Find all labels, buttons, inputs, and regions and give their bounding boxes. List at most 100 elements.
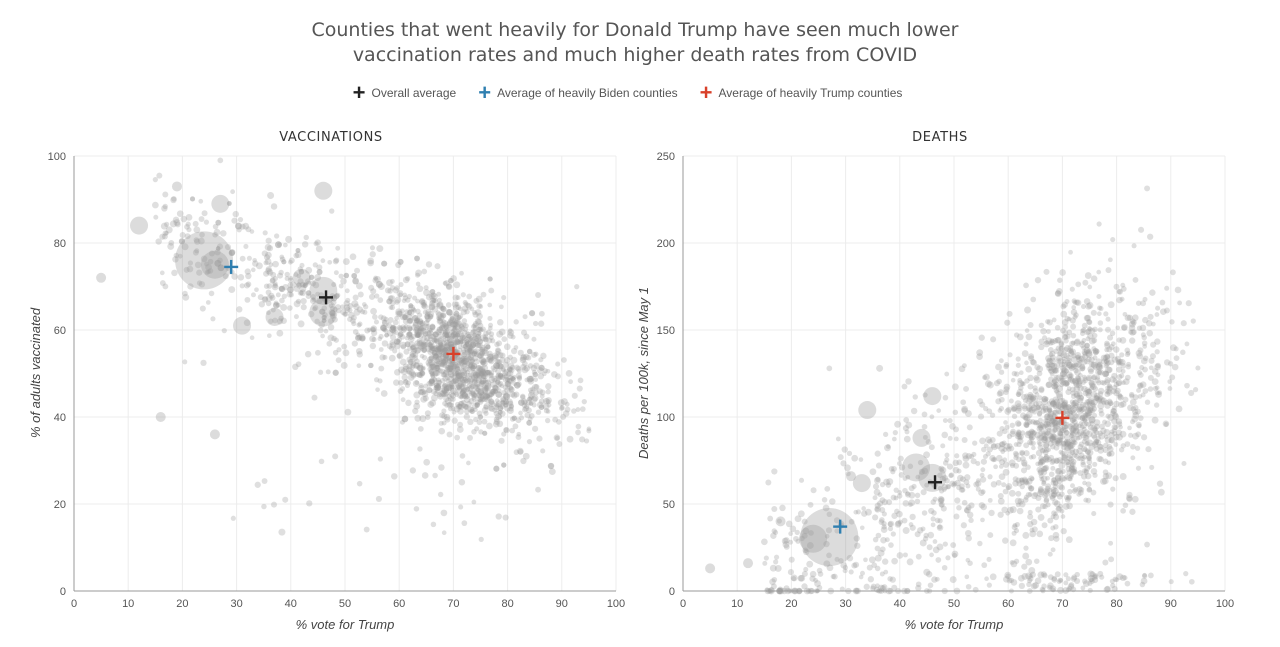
county-point — [235, 222, 242, 230]
county-point — [275, 302, 281, 308]
county-point — [478, 304, 484, 309]
county-point — [482, 349, 489, 357]
county-point — [540, 448, 546, 454]
county-point — [1163, 421, 1169, 427]
county-point — [883, 431, 889, 438]
county-point — [543, 408, 550, 414]
county-point — [456, 335, 464, 343]
county-point — [1042, 503, 1048, 510]
county-point — [261, 503, 267, 510]
county-point — [433, 357, 441, 364]
county-point — [389, 278, 395, 284]
county-point — [1090, 467, 1098, 475]
county-point — [418, 339, 425, 346]
county-point — [489, 399, 495, 406]
county-point — [480, 368, 486, 375]
county-point — [382, 319, 389, 327]
county-point — [375, 387, 380, 392]
county-point — [429, 324, 436, 331]
county-point — [450, 360, 456, 365]
county-point — [462, 357, 470, 365]
county-point — [236, 227, 242, 233]
county-point — [936, 408, 942, 413]
county-point — [1016, 507, 1024, 515]
county-point — [429, 323, 436, 330]
county-point — [1066, 475, 1073, 482]
county-point — [874, 477, 881, 484]
county-point — [355, 332, 361, 338]
county-point — [459, 384, 466, 391]
county-point — [296, 273, 302, 279]
county-point — [1087, 326, 1093, 332]
county-point — [444, 335, 451, 342]
county-point — [469, 383, 476, 390]
county-point — [457, 421, 464, 428]
county-point — [450, 275, 457, 282]
county-point — [333, 337, 339, 343]
county-point — [404, 335, 410, 341]
county-point — [926, 544, 933, 551]
county-point — [499, 356, 506, 364]
county-point — [1106, 346, 1113, 353]
county-point — [401, 415, 409, 423]
county-point — [1135, 408, 1141, 415]
county-point — [352, 294, 359, 301]
county-point — [453, 339, 459, 346]
county-point — [371, 337, 377, 343]
county-point — [1069, 317, 1076, 324]
county-point — [433, 382, 440, 389]
county-point — [460, 376, 467, 383]
county-point — [433, 364, 440, 372]
county-point — [297, 266, 303, 272]
county-point — [1154, 363, 1161, 371]
county-point — [250, 267, 256, 273]
county-point — [1096, 221, 1102, 227]
county-point — [476, 396, 483, 403]
county-point — [1109, 330, 1116, 337]
county-point — [452, 370, 458, 376]
county-point — [1063, 580, 1069, 586]
county-point — [1020, 467, 1028, 474]
county-point — [1097, 391, 1104, 397]
county-point — [476, 331, 482, 336]
county-point — [460, 371, 465, 377]
county-point — [293, 252, 300, 259]
county-point — [1020, 455, 1026, 462]
county-point — [480, 357, 487, 365]
county-point — [277, 272, 284, 279]
county-point — [431, 352, 439, 360]
county-point — [368, 362, 374, 369]
county-point — [1062, 502, 1070, 510]
county-point — [765, 479, 772, 486]
county-point — [331, 316, 338, 323]
county-point — [1184, 382, 1190, 389]
county-point — [396, 310, 403, 317]
county-point — [416, 317, 424, 325]
county-point — [1027, 439, 1033, 445]
county-point — [415, 308, 421, 315]
county-point — [503, 343, 511, 351]
county-point — [270, 501, 278, 508]
county-point — [418, 384, 425, 392]
county-point — [858, 457, 864, 462]
county-point — [265, 289, 272, 296]
county-point — [483, 385, 489, 391]
county-point — [449, 313, 456, 320]
county-point — [468, 398, 475, 405]
county-point — [1003, 420, 1008, 425]
y-tick-label: 100 — [657, 412, 675, 424]
county-point — [483, 384, 489, 390]
county-point — [1028, 573, 1034, 579]
county-point — [194, 261, 202, 269]
county-point — [1139, 365, 1145, 371]
county-point — [442, 337, 447, 343]
county-point — [874, 554, 882, 562]
county-point — [1018, 582, 1026, 590]
county-point — [486, 350, 493, 358]
county-point — [477, 372, 484, 379]
county-point — [1036, 422, 1042, 429]
county-point — [197, 237, 205, 245]
county-point — [495, 373, 501, 379]
county-point — [397, 258, 404, 265]
